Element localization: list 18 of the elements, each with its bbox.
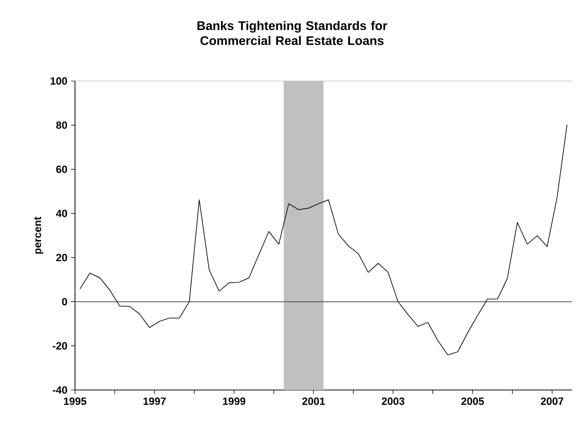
y-tick-label: 80 (56, 121, 68, 129)
y-tick-label: 100 (50, 77, 68, 85)
x-tick-label: 2007 (540, 398, 564, 405)
y-tick-label: -20 (52, 342, 68, 350)
y-tick-label: -40 (52, 386, 68, 394)
y-tick-label: 20 (56, 254, 68, 262)
y-tick-label: 0 (62, 298, 68, 306)
x-tick-label: 1997 (144, 398, 166, 405)
x-tick-label: 2005 (461, 398, 484, 405)
line-series (80, 124, 568, 356)
x-tick-label: 1995 (64, 398, 86, 405)
chart-title: Banks Tightening Standards for Commercial Real Estate Loans (197, 20, 388, 46)
x-tick-label: 1999 (223, 398, 246, 405)
y-tick-label: 60 (56, 166, 68, 173)
x-tick-label: 2003 (382, 398, 404, 405)
y-tick-label: 40 (56, 210, 68, 218)
y-axis-title: percent (34, 216, 44, 254)
x-tick-label: 2001 (302, 398, 325, 405)
